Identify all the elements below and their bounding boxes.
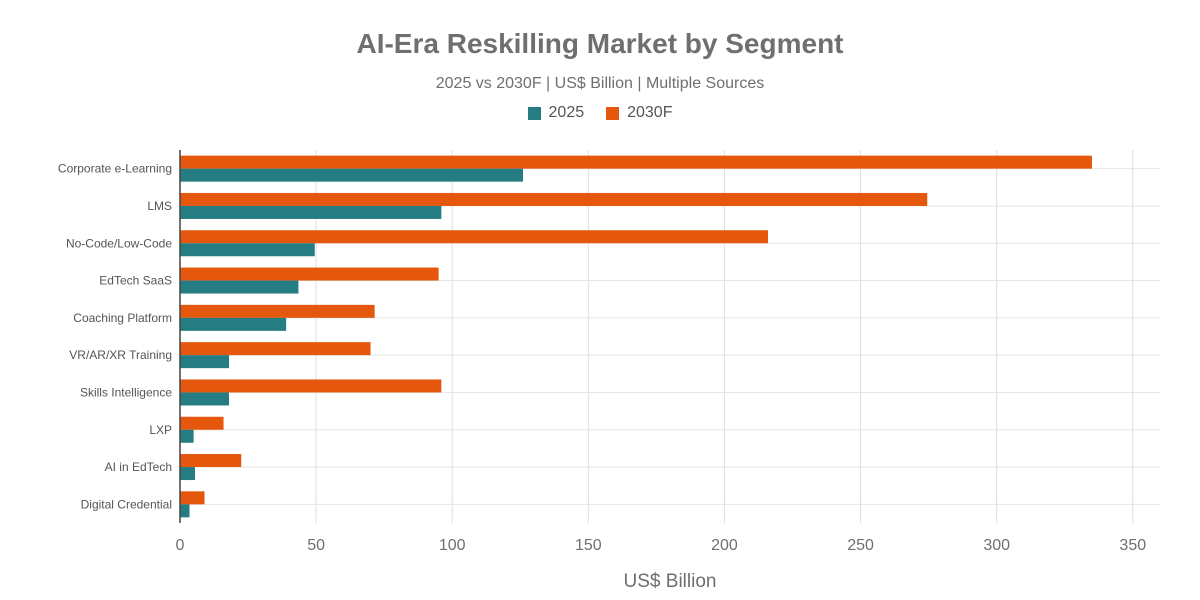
legend-item-2030f[interactable]: 2030F [606,104,672,122]
y-tick-label: EdTech SaaS [99,274,172,288]
legend-swatch-2030f [606,106,620,120]
bar-2025 [180,467,195,481]
y-tick-label: Skills Intelligence [80,385,172,399]
axis-layer: 0 50 100 150 200 250 300 350 Corporate e-Learnin… [58,150,1146,554]
chart-title: AI-Era Reskilling Market by Segment [356,28,844,59]
chart-subtitle: 2025 vs 2030F | US$ Billion | Multiple S… [435,75,765,92]
bar-2030f [180,192,928,206]
x-tick-label: 300 [983,537,1010,554]
x-tick-label: 100 [439,537,466,554]
y-tick-label: Digital Credential [81,497,172,511]
y-tick-label: LXP [149,423,172,437]
x-tick-label: 250 [847,537,874,554]
bar-2030f [180,416,224,430]
x-tick-label: 50 [307,537,325,554]
x-tick-label: 150 [575,537,602,554]
legend-item-2025[interactable]: 2025 [527,104,585,122]
bar-2030f [180,155,1092,169]
bar-2025 [180,355,229,369]
y-tick-label: LMS [147,199,172,213]
bar-2030f [180,230,768,244]
bar-2030f [180,267,439,281]
x-tick-label: 0 [176,537,185,554]
legend-swatch-2025 [527,106,541,120]
y-tick-label: Coaching Platform [73,311,172,325]
bar-2030f [180,379,442,393]
bar-2025 [180,429,194,443]
y-tick-label: VR/AR/XR Training [69,348,172,362]
bar-2025 [180,280,299,294]
bar-2025 [180,317,287,331]
bar-2025 [180,504,190,518]
bar-2030f [180,304,375,318]
legend-label-2025: 2025 [548,104,585,121]
y-tick-label: No-Code/Low-Code [66,236,172,250]
y-tick-label: AI in EdTech [105,460,172,474]
legend: 2025 2030F [0,104,1200,122]
bar-2030f [180,491,205,505]
bar-2025 [180,205,442,219]
bar-2025 [180,392,229,406]
bar-2025 [180,168,523,182]
x-tick-label: 200 [711,537,738,554]
bars-layer [180,155,1092,518]
legend-label-2030f: 2030F [627,104,673,121]
x-tick-label: 350 [1119,537,1146,554]
x-axis-title: US$ Billion [624,571,717,592]
bar-2030f [180,342,371,356]
bar-2025 [180,243,315,257]
y-tick-label: Corporate e-Learning [58,162,172,176]
bar-2030f [180,454,242,468]
